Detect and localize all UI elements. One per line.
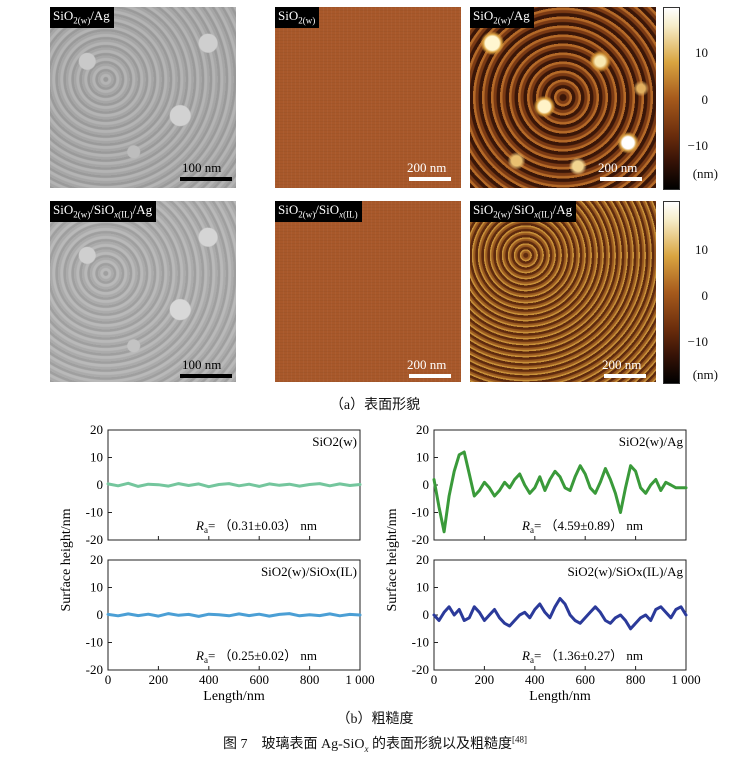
y-tick-label: -20 bbox=[86, 662, 103, 677]
series-title: SiO2(w)/SiOx(IL)/Ag bbox=[567, 564, 683, 579]
scale-bar: 200 nm bbox=[598, 160, 642, 181]
scale-bar: 100 nm bbox=[180, 160, 232, 181]
x-tick-label: 0 bbox=[431, 672, 438, 687]
roughness-charts: -20 -10 0 10 20 SiO2(w) Ra= （0.31±0.03） nm -20 -… bbox=[59, 422, 701, 704]
sem-image-ag: SiO2(w)/Ag 100 nm bbox=[50, 7, 236, 188]
y-tick-label: 0 bbox=[423, 607, 430, 622]
series-line bbox=[432, 450, 688, 534]
x-tick-label: 600 bbox=[575, 672, 595, 687]
y-tick-label: 10 bbox=[416, 450, 429, 465]
sem-image-il-ag: SiO2(w)/SiOx(IL)/Ag 100 nm bbox=[50, 201, 236, 382]
y-tick-label: -10 bbox=[86, 505, 103, 520]
y-tick-label: -10 bbox=[412, 505, 429, 520]
y-axis-label: Surface height/nm bbox=[59, 508, 74, 611]
y-tick-label: 20 bbox=[416, 422, 429, 437]
y-axis-label: Surface height/nm bbox=[385, 508, 400, 611]
colorbar-tick: 0 bbox=[701, 288, 709, 303]
series-title: SiO2(w)/SiOx(IL) bbox=[261, 564, 357, 579]
y-tick-label: 0 bbox=[97, 477, 104, 492]
y-tick-label: -10 bbox=[412, 635, 429, 650]
afm-image-sio2-il-ag: SiO2(w)/SiOx(IL)/Ag 200 nm bbox=[470, 201, 656, 382]
y-tick-label: -10 bbox=[86, 635, 103, 650]
scale-bar: 100 nm bbox=[180, 357, 232, 378]
colorbar-tick: 0 bbox=[701, 92, 709, 107]
colorbar-tick: 10 bbox=[695, 242, 708, 257]
ra-annotation: Ra= （0.25±0.02） nm bbox=[195, 648, 317, 665]
afm-image-sio2: SiO2(w) 200 nm bbox=[275, 7, 461, 188]
colorbar-tick: 10 bbox=[695, 45, 708, 60]
image-label: SiO2(w) bbox=[275, 7, 320, 28]
image-label: SiO2(w)/Ag bbox=[50, 7, 114, 28]
colorbar-tick: −10 bbox=[687, 334, 708, 349]
x-axis-label: Length/nm bbox=[203, 689, 265, 704]
y-tick-label: 20 bbox=[90, 422, 103, 437]
y-tick-label: 20 bbox=[90, 552, 103, 567]
series-line bbox=[106, 612, 362, 618]
afm-image-sio2-il: SiO2(w)/SiOx(IL) 200 nm bbox=[275, 201, 461, 382]
plot-frame bbox=[433, 429, 687, 541]
colorbar-tick: −10 bbox=[687, 138, 708, 153]
y-tick-label: -20 bbox=[86, 532, 103, 547]
y-tick-label: 0 bbox=[97, 607, 104, 622]
ra-annotation: Ra= （1.36±0.27） nm bbox=[521, 648, 643, 665]
x-tick-label: 400 bbox=[199, 672, 219, 687]
panel-a-caption: （a）表面形貌 bbox=[329, 398, 421, 413]
figure-caption: 图 7 玻璃表面 Ag-SiOx 的表面形貌以及粗糙度[48] bbox=[222, 734, 528, 754]
image-label: SiO2(w)/Ag bbox=[470, 7, 534, 28]
x-tick-label: 200 bbox=[475, 672, 495, 687]
image-label: SiO2(w)/SiOx(IL)/Ag bbox=[470, 201, 577, 222]
y-tick-label: 10 bbox=[90, 450, 103, 465]
y-tick-label: -20 bbox=[412, 532, 429, 547]
x-tick-label: 800 bbox=[300, 672, 320, 687]
x-tick-label: 400 bbox=[525, 672, 545, 687]
ra-annotation: Ra= （0.31±0.03） nm bbox=[195, 518, 317, 535]
x-tick-label: 1 000 bbox=[671, 672, 700, 687]
x-tick-label: 1 000 bbox=[345, 672, 374, 687]
scale-bar: 200 nm bbox=[407, 160, 451, 181]
y-tick-label: 20 bbox=[416, 552, 429, 567]
panel-b-caption: （b）粗糙度 bbox=[336, 712, 414, 727]
colorbar-unit: (nm) bbox=[692, 166, 718, 181]
colorbar-unit: (nm) bbox=[692, 367, 718, 382]
x-tick-label: 600 bbox=[249, 672, 269, 687]
height-colorbar bbox=[663, 201, 680, 384]
scale-bar: 200 nm bbox=[407, 357, 451, 378]
y-tick-label: -20 bbox=[412, 662, 429, 677]
y-tick-label: 0 bbox=[423, 477, 430, 492]
y-tick-label: 10 bbox=[90, 580, 103, 595]
image-label: SiO2(w)/SiOx(IL)/Ag bbox=[50, 201, 157, 222]
series-line bbox=[106, 481, 362, 489]
series-title: SiO2(w)/Ag bbox=[619, 434, 684, 449]
series-line bbox=[432, 597, 688, 631]
y-tick-label: 10 bbox=[416, 580, 429, 595]
x-axis-label: Length/nm bbox=[529, 689, 591, 704]
height-colorbar bbox=[663, 7, 680, 190]
x-tick-label: 800 bbox=[626, 672, 646, 687]
ra-annotation: Ra= （4.59±0.89） nm bbox=[521, 518, 643, 535]
scale-bar: 200 nm bbox=[602, 357, 646, 378]
x-tick-label: 200 bbox=[149, 672, 169, 687]
afm-image-sio2-ag: SiO2(w)/Ag 200 nm bbox=[470, 7, 656, 188]
image-label: SiO2(w)/SiOx(IL) bbox=[275, 201, 362, 222]
x-tick-label: 0 bbox=[105, 672, 112, 687]
series-title: SiO2(w) bbox=[312, 434, 357, 449]
